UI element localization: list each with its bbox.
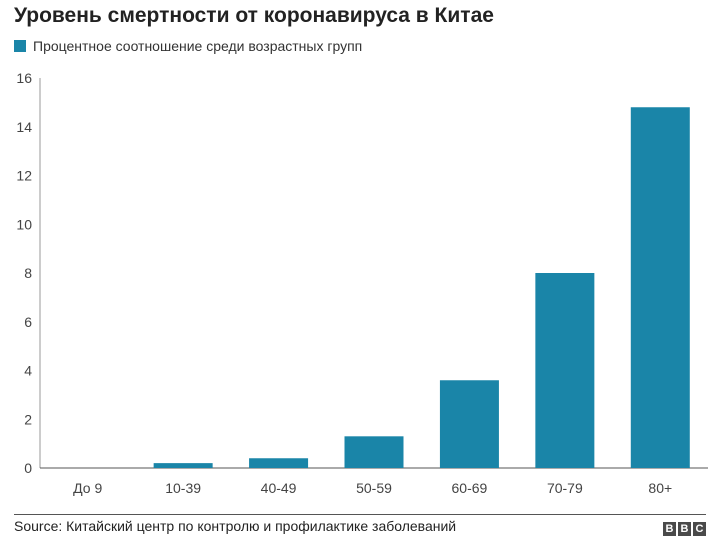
bar (344, 436, 404, 468)
y-tick-label: 8 (24, 265, 32, 281)
x-tick-label: 80+ (648, 480, 672, 496)
bbc-logo-letter: B (678, 522, 691, 536)
x-tick-label: 10-39 (165, 480, 201, 496)
y-tick-label: 4 (24, 363, 32, 379)
legend-swatch (14, 40, 26, 52)
bar (153, 463, 213, 468)
y-tick-label: 14 (16, 119, 32, 135)
x-tick-label: До 9 (73, 480, 102, 496)
source-note: Source: Китайский центр по контролю и пр… (14, 518, 457, 534)
x-tick-label: 40-49 (261, 480, 297, 496)
bbc-logo: B B C (663, 522, 706, 536)
bar-chart: 0 2 4 6 8 10 12 14 16 До 9 10-39 40-49 50-59 60-69 70… (16, 70, 708, 496)
x-tick-label: 50-59 (356, 480, 392, 496)
bars (153, 107, 690, 468)
x-tick-label: 60-69 (452, 480, 488, 496)
legend-label: Процентное соотношение среди возрастных … (33, 38, 363, 54)
y-axis: 0 2 4 6 8 10 12 14 16 (16, 70, 32, 476)
bar (535, 273, 595, 468)
y-tick-label: 2 (24, 411, 32, 427)
chart-title: Уровень смертности от коронавируса в Кит… (14, 4, 494, 27)
bbc-logo-letter: B (663, 522, 676, 536)
y-tick-label: 0 (24, 460, 32, 476)
bar (249, 458, 309, 468)
y-tick-label: 16 (16, 70, 32, 86)
bbc-logo-letter: C (693, 522, 706, 536)
footer-divider (14, 514, 706, 515)
bar (630, 107, 690, 468)
y-tick-label: 6 (24, 314, 32, 330)
y-tick-label: 12 (16, 168, 32, 184)
bar (439, 380, 499, 468)
legend: Процентное соотношение среди возрастных … (14, 38, 362, 54)
x-axis: До 9 10-39 40-49 50-59 60-69 70-79 80+ (73, 480, 672, 496)
x-tick-label: 70-79 (547, 480, 583, 496)
y-tick-label: 10 (16, 216, 32, 232)
